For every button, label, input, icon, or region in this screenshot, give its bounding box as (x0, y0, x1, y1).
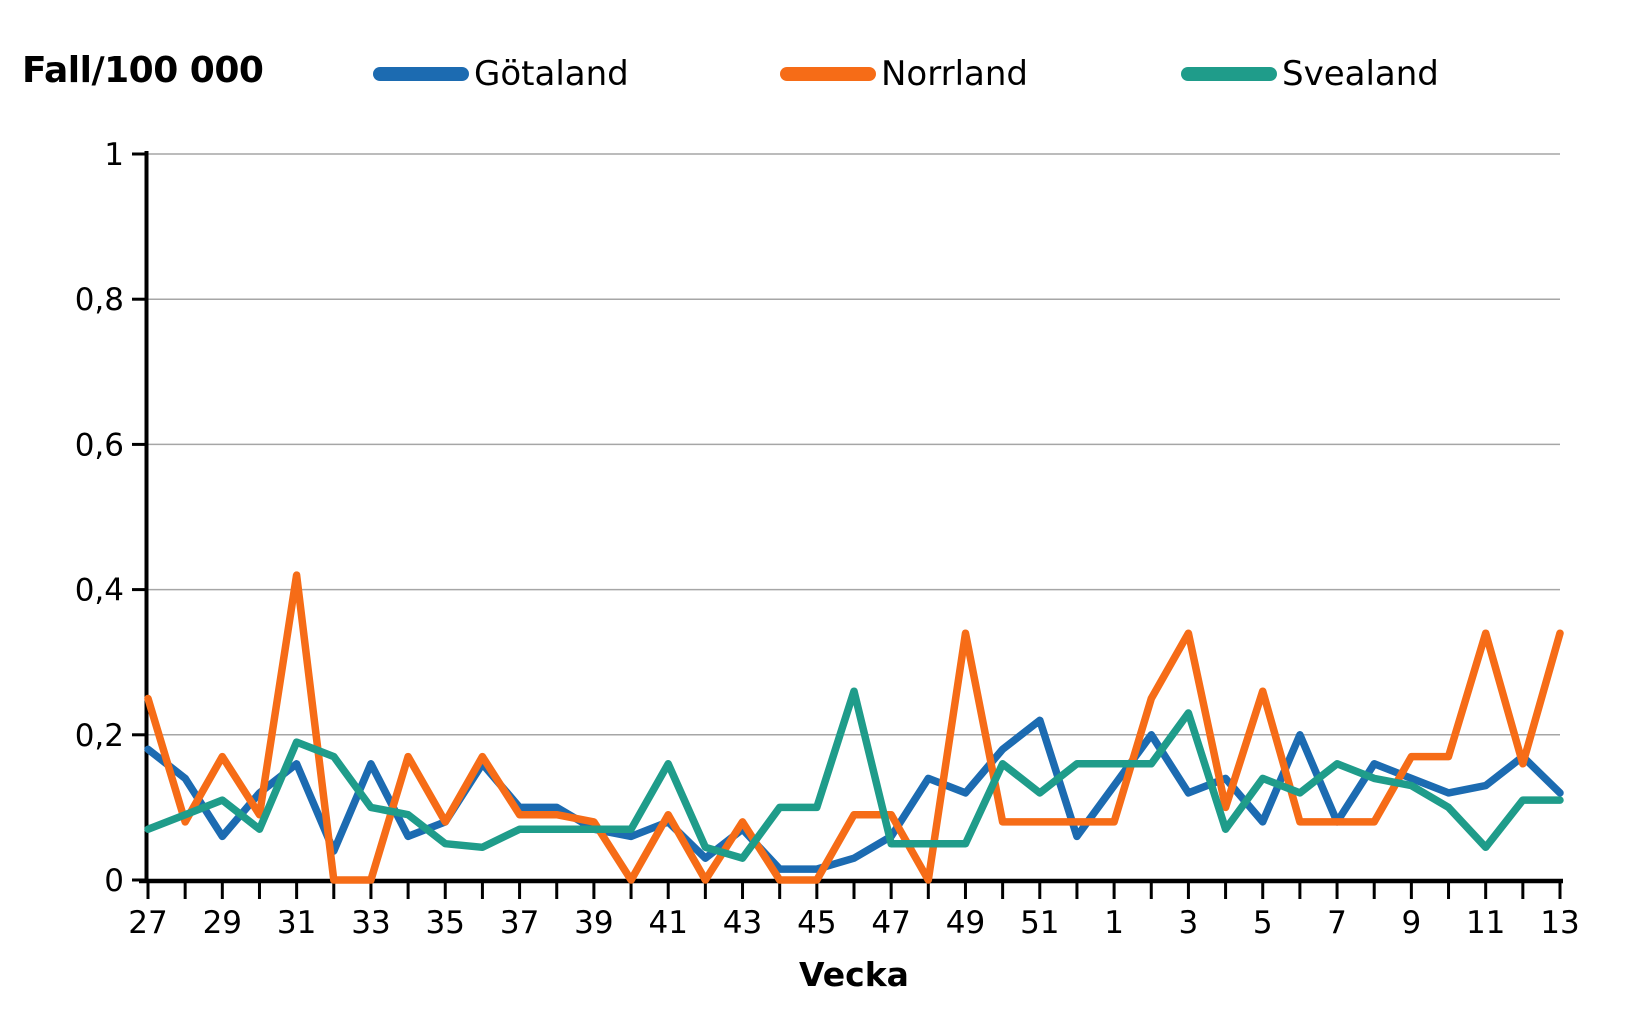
y-tick-label: 0,6 (75, 427, 124, 463)
legend-swatch-norrland-icon (780, 67, 876, 81)
x-tick-label: 27 (128, 905, 167, 941)
x-tick-label: 47 (871, 905, 910, 941)
x-tick-label: 35 (426, 905, 465, 941)
x-tick-label: 5 (1253, 905, 1273, 941)
x-tick-label: 41 (648, 905, 687, 941)
x-tick-label: 39 (574, 905, 613, 941)
x-tick-label: 37 (500, 905, 539, 941)
legend-item-gotaland: Götaland (373, 57, 629, 91)
series-line-norrland (144, 571, 1564, 884)
axes (132, 151, 1563, 899)
legend-item-svealand: Svealand (1181, 57, 1439, 91)
x-tick-label: 3 (1179, 905, 1199, 941)
legend-label-norrland: Norrland (881, 54, 1029, 94)
series-lines (144, 571, 1564, 884)
legend-swatch-gotaland-icon (373, 67, 469, 81)
x-tick-label: 43 (723, 905, 762, 941)
y-tick-label: 1 (104, 137, 124, 173)
legend-swatch-svealand-icon (1181, 67, 1277, 81)
legend-item-norrland: Norrland (780, 57, 1028, 91)
x-tick-label: 13 (1540, 905, 1579, 941)
y-tick-label: 0,8 (75, 282, 124, 318)
y-tick-label: 0 (104, 863, 124, 899)
x-tick-label: 29 (203, 905, 242, 941)
x-tick-label: 49 (946, 905, 985, 941)
legend-label-svealand: Svealand (1282, 54, 1439, 94)
y-tick-label: 0,4 (75, 573, 124, 609)
x-tick-label: 33 (351, 905, 390, 941)
chart-title: Fall/100 000 (22, 50, 264, 91)
x-tick-label: 7 (1327, 905, 1347, 941)
x-axis-title: Vecka (799, 955, 909, 994)
x-tick-label: 45 (797, 905, 836, 941)
gridlines (148, 153, 1560, 736)
legend-label-gotaland: Götaland (474, 54, 629, 94)
y-tick-label: 0,2 (75, 718, 124, 754)
x-tick-label: 31 (277, 905, 316, 941)
x-tick-label: 11 (1466, 905, 1505, 941)
x-tick-label: 51 (1020, 905, 1059, 941)
x-tick-label: 9 (1402, 905, 1422, 941)
series-line-svealand (144, 687, 1564, 862)
series-line-gtaland (144, 716, 1564, 873)
x-tick-label: 1 (1104, 905, 1124, 941)
